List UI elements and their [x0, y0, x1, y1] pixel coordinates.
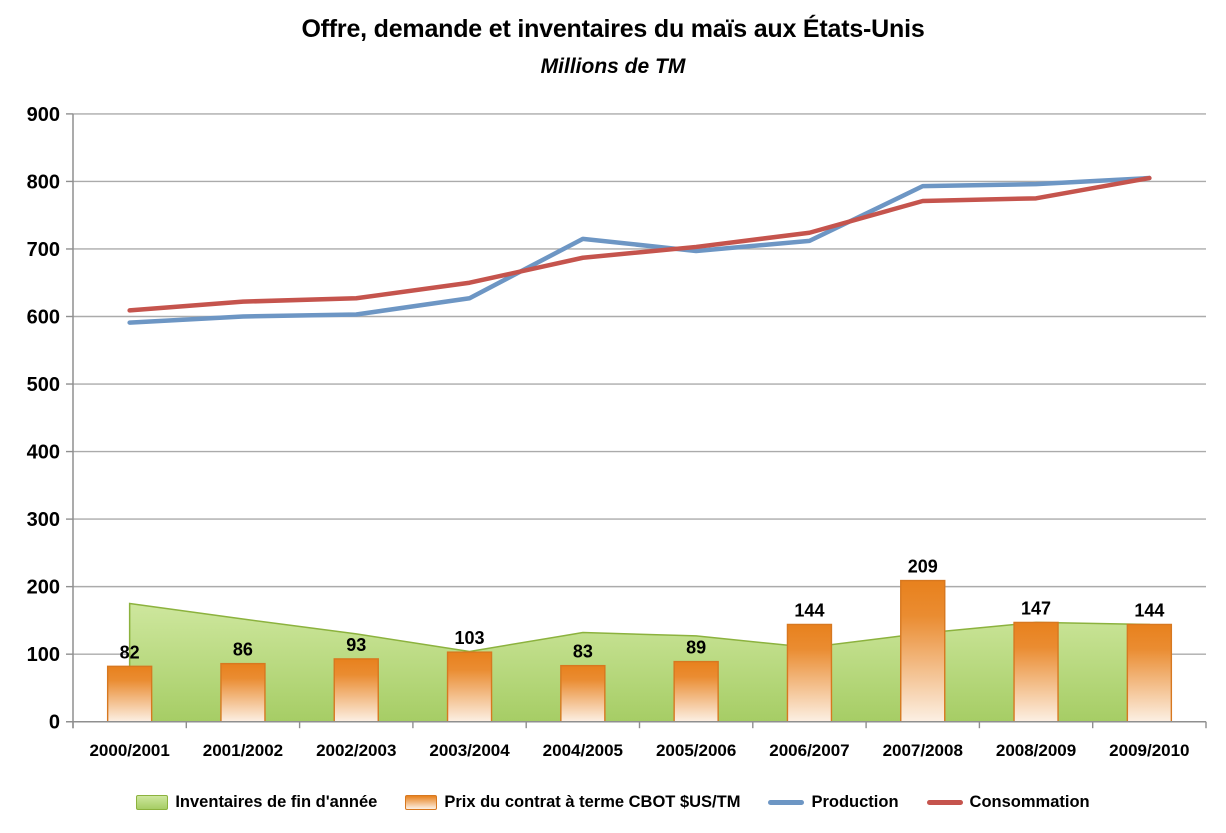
price-bar [673, 660, 719, 723]
x-tick-label: 2001/2002 [203, 741, 283, 760]
x-axis-labels: 2000/2001 2001/2002 2002/2003 2003/2004 2004… [89, 741, 1189, 760]
x-tick-label: 2000/2001 [89, 741, 169, 760]
bar-data-label: 209 [908, 557, 938, 577]
chart-title: Offre, demande et inventaires du maïs au… [301, 15, 925, 43]
y-tick-label: 400 [27, 442, 60, 464]
price-bar [220, 662, 266, 723]
x-tick-label: 2002/2003 [316, 741, 396, 760]
bar-data-label: 144 [794, 600, 824, 620]
production-line [127, 175, 1152, 325]
bar-data-label: 82 [120, 642, 140, 662]
y-tick-label: 200 [27, 577, 60, 599]
x-tick-label: 2004/2005 [543, 741, 623, 760]
x-tick-label: 2006/2007 [769, 741, 849, 760]
x-tick-label: 2008/2009 [996, 741, 1076, 760]
chart-subtitle: Millions de TM [540, 55, 686, 78]
legend: Inventaires de fin d'année Prix du contr… [0, 793, 1226, 812]
x-tick-label: 2007/2008 [883, 741, 963, 760]
legend-label-production: Production [811, 793, 899, 811]
bar-data-label: 144 [1134, 600, 1164, 620]
bar-data-label: 83 [573, 642, 593, 662]
inventories-area-swatch-icon [136, 795, 169, 810]
price-bar [106, 665, 153, 723]
axes [66, 113, 1207, 729]
legend-item-price: Prix du contrat à terme CBOT $US/TM [405, 793, 740, 812]
y-tick-label: 900 [27, 104, 60, 126]
y-tick-label: 600 [27, 307, 60, 329]
price-bar [1013, 621, 1059, 723]
y-axis-labels: 0 100 200 300 400 500 600 700 800 900 [27, 104, 60, 734]
price-bar [786, 623, 833, 723]
legend-item-inventories: Inventaires de fin d'année [136, 793, 377, 812]
y-tick-label: 0 [49, 712, 60, 734]
x-tick-label: 2003/2004 [429, 741, 510, 760]
legend-label-inventories: Inventaires de fin d'année [175, 793, 378, 811]
y-tick-label: 800 [27, 171, 60, 193]
price-bar [560, 664, 606, 723]
price-bar [900, 579, 946, 723]
production-line-swatch-icon [768, 800, 805, 805]
legend-item-production: Production [768, 793, 899, 812]
price-bar [333, 658, 379, 723]
legend-label-price: Prix du contrat à terme CBOT $US/TM [444, 793, 741, 811]
legend-item-consumption: Consommation [926, 793, 1090, 812]
gridlines [73, 113, 1206, 655]
price-bar [446, 651, 493, 723]
price-bars [106, 579, 1173, 723]
price-bar-swatch-icon [405, 795, 438, 810]
price-bar-labels: 82 86 93 103 83 89 144 209 147 144 [120, 557, 1165, 663]
inventories-area [128, 602, 1151, 723]
legend-label-consumption: Consommation [969, 793, 1090, 811]
y-tick-label: 500 [27, 374, 60, 396]
y-tick-label: 100 [27, 644, 60, 666]
consommation-line [127, 175, 1152, 313]
bar-data-label: 89 [686, 638, 706, 658]
bar-data-label: 103 [455, 628, 485, 648]
consumption-line-swatch-icon [926, 800, 963, 805]
y-tick-label: 700 [27, 239, 60, 261]
x-tick-label: 2005/2006 [656, 741, 736, 760]
bar-data-label: 93 [346, 635, 366, 655]
y-tick-label: 300 [27, 509, 60, 531]
price-bar [1126, 623, 1173, 723]
x-tick-label: 2009/2010 [1109, 741, 1189, 760]
bar-data-label: 86 [233, 640, 253, 660]
bar-data-label: 147 [1021, 598, 1051, 618]
